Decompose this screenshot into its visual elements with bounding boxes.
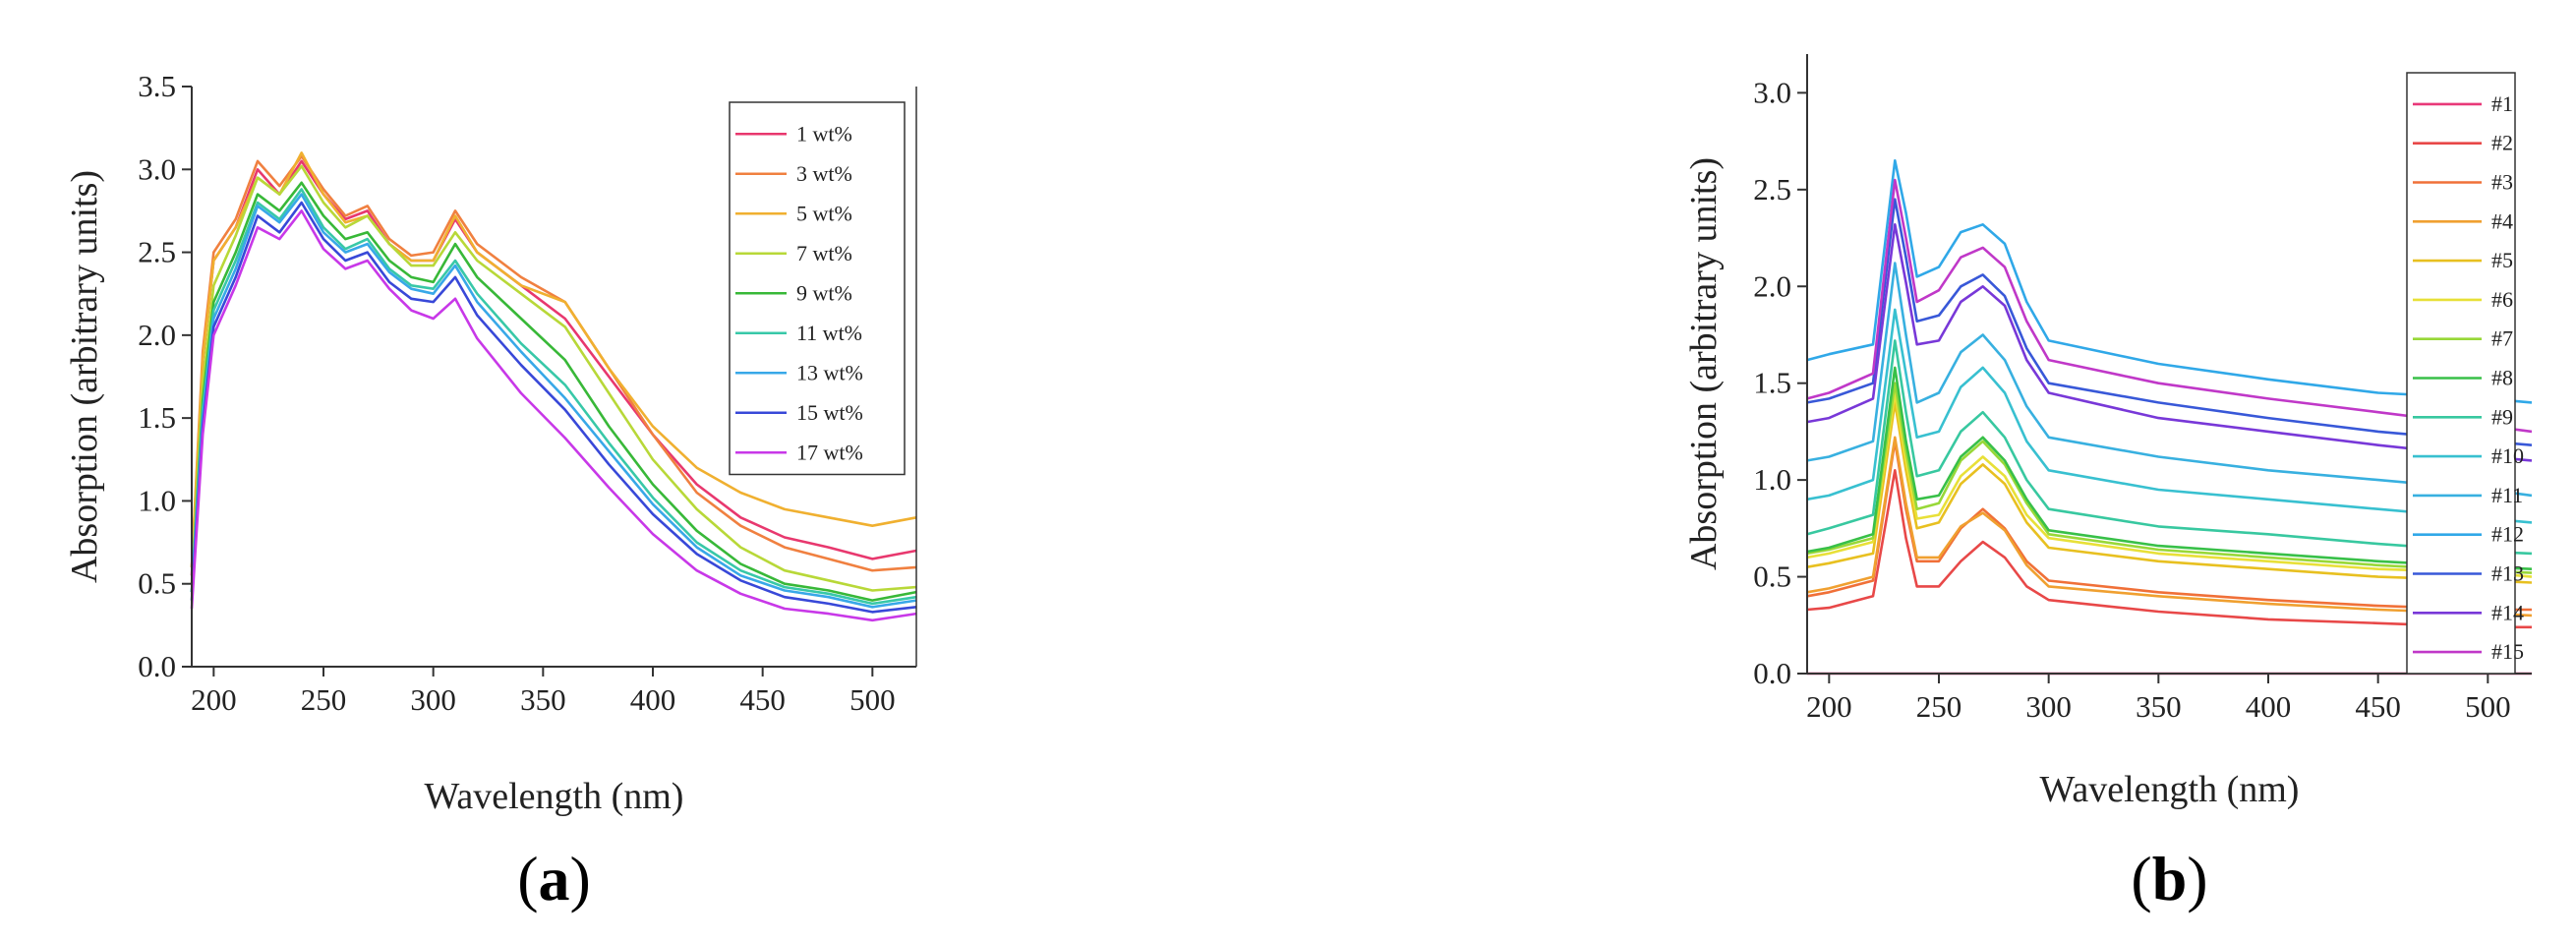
- y-tick-label: 1.0: [138, 483, 176, 517]
- legend-label: 13 wt%: [796, 360, 863, 384]
- series-line-12: [1806, 159, 2533, 404]
- panel-letter: b: [2152, 844, 2188, 913]
- series-line-6: [190, 188, 917, 606]
- legend-label: 3 wt%: [796, 161, 852, 186]
- legend-label: #8: [2491, 366, 2513, 390]
- y-tick-label: 2.5: [138, 235, 176, 269]
- x-tick-label: 400: [2246, 689, 2292, 724]
- x-tick-label: 250: [301, 682, 347, 717]
- x-tick-label: 500: [849, 682, 896, 717]
- chart-panel-b: 200 250 300 350 400 450 500 0.0 0.5 1.0 1.5 2.0 2.5 3…: [1683, 54, 2533, 913]
- series-line-2: [1806, 468, 2532, 629]
- legend-label: 7 wt%: [796, 241, 852, 265]
- legend: #1 #2 #3 #4 #5 #6 #7 #8 #9 #10 #11 #12 #13 #14 #15: [2406, 72, 2524, 675]
- y-axis-title: Absorption (arbitrary units): [1683, 157, 1725, 570]
- panel-label: (b): [2131, 844, 2207, 913]
- series-line-4: [190, 164, 917, 592]
- x-tick-label: 450: [739, 682, 786, 717]
- series-line-5: [190, 181, 917, 602]
- y-tick-label: 3.0: [1753, 75, 1791, 109]
- series-line-10: [1806, 308, 2533, 524]
- legend-label: 9 wt%: [796, 280, 852, 305]
- chart-panel-a: 200 250 300 350 400 450 500 0.0 0.5 1.0 1.5 2.0 2.5 3…: [64, 69, 917, 913]
- y-tick-label: 0.5: [1753, 559, 1791, 594]
- legend-label: #1: [2491, 91, 2513, 116]
- legend-label: #5: [2491, 248, 2513, 272]
- legend-label: #3: [2491, 170, 2513, 195]
- legend-label: #14: [2491, 600, 2524, 624]
- y-tick-label: 1.5: [138, 400, 176, 435]
- series-line-8: [1806, 366, 2533, 570]
- legend-label: #15: [2491, 639, 2524, 664]
- y-axis-title: Absorption (arbitrary units): [64, 170, 105, 583]
- legend-label: 17 wt%: [796, 440, 863, 464]
- x-tick-label: 200: [1806, 689, 1852, 724]
- series-lines: [190, 151, 917, 622]
- series-line-7: [190, 193, 917, 609]
- legend-label: 11 wt%: [796, 321, 862, 345]
- x-tick-label: 350: [2136, 689, 2182, 724]
- y-tick-label: 2.0: [138, 318, 176, 352]
- series-line-15: [1806, 178, 2533, 434]
- series-line-7: [1806, 382, 2533, 574]
- legend-label: 5 wt%: [796, 201, 852, 225]
- legend-label: #6: [2491, 287, 2513, 312]
- series-line-14: [1806, 223, 2533, 462]
- y-tick-label: 0.0: [1753, 656, 1791, 690]
- x-axis-title: Wavelength (nm): [425, 776, 684, 817]
- legend-label: #13: [2491, 561, 2524, 586]
- legend-label: #11: [2491, 483, 2523, 507]
- x-axis-title: Wavelength (nm): [2040, 769, 2300, 810]
- series-line-13: [1806, 198, 2533, 446]
- series-line-2: [190, 154, 917, 572]
- y-tick-label: 0.0: [138, 649, 176, 683]
- x-tick-label: 500: [2465, 689, 2511, 724]
- y-tick-label: 1.5: [1753, 366, 1791, 400]
- x-tick-label: 350: [520, 682, 566, 717]
- y-tick-label: 3.5: [138, 69, 176, 103]
- series-line-9: [1806, 339, 2533, 556]
- legend-label: 15 wt%: [796, 400, 863, 425]
- x-tick-label: 450: [2355, 689, 2401, 724]
- panel-label: (a): [517, 844, 591, 913]
- legend-label: #9: [2491, 404, 2513, 429]
- legend-label: #7: [2491, 326, 2513, 351]
- legend-label: #4: [2491, 208, 2513, 233]
- legend-label: #2: [2491, 131, 2513, 155]
- y-tick-label: 0.5: [138, 566, 176, 601]
- legend: 1 wt% 3 wt% 5 wt% 7 wt% 9 wt% 11 wt% 13 wt% 15 …: [729, 101, 906, 476]
- series-line-4: [1806, 436, 2533, 618]
- panel-letter: a: [539, 844, 570, 913]
- x-tick-label: 300: [410, 682, 456, 717]
- y-tick-label: 2.5: [1753, 172, 1791, 206]
- series-line-11: [1806, 262, 2533, 498]
- x-tick-label: 250: [1916, 689, 1962, 724]
- x-tick-label: 200: [191, 682, 237, 717]
- series-line-5: [1806, 401, 2533, 584]
- x-tick-label: 300: [2025, 689, 2072, 724]
- legend-label: #12: [2491, 522, 2524, 547]
- y-tick-label: 3.0: [138, 151, 176, 186]
- series-line-8: [190, 201, 917, 614]
- legend-label: 1 wt%: [796, 121, 852, 146]
- y-tick-label: 2.0: [1753, 268, 1791, 303]
- y-tick-label: 1.0: [1753, 462, 1791, 497]
- series-line-9: [190, 209, 917, 622]
- legend-label: #10: [2491, 443, 2524, 468]
- x-tick-label: 400: [630, 682, 676, 717]
- legend-box: [729, 101, 906, 476]
